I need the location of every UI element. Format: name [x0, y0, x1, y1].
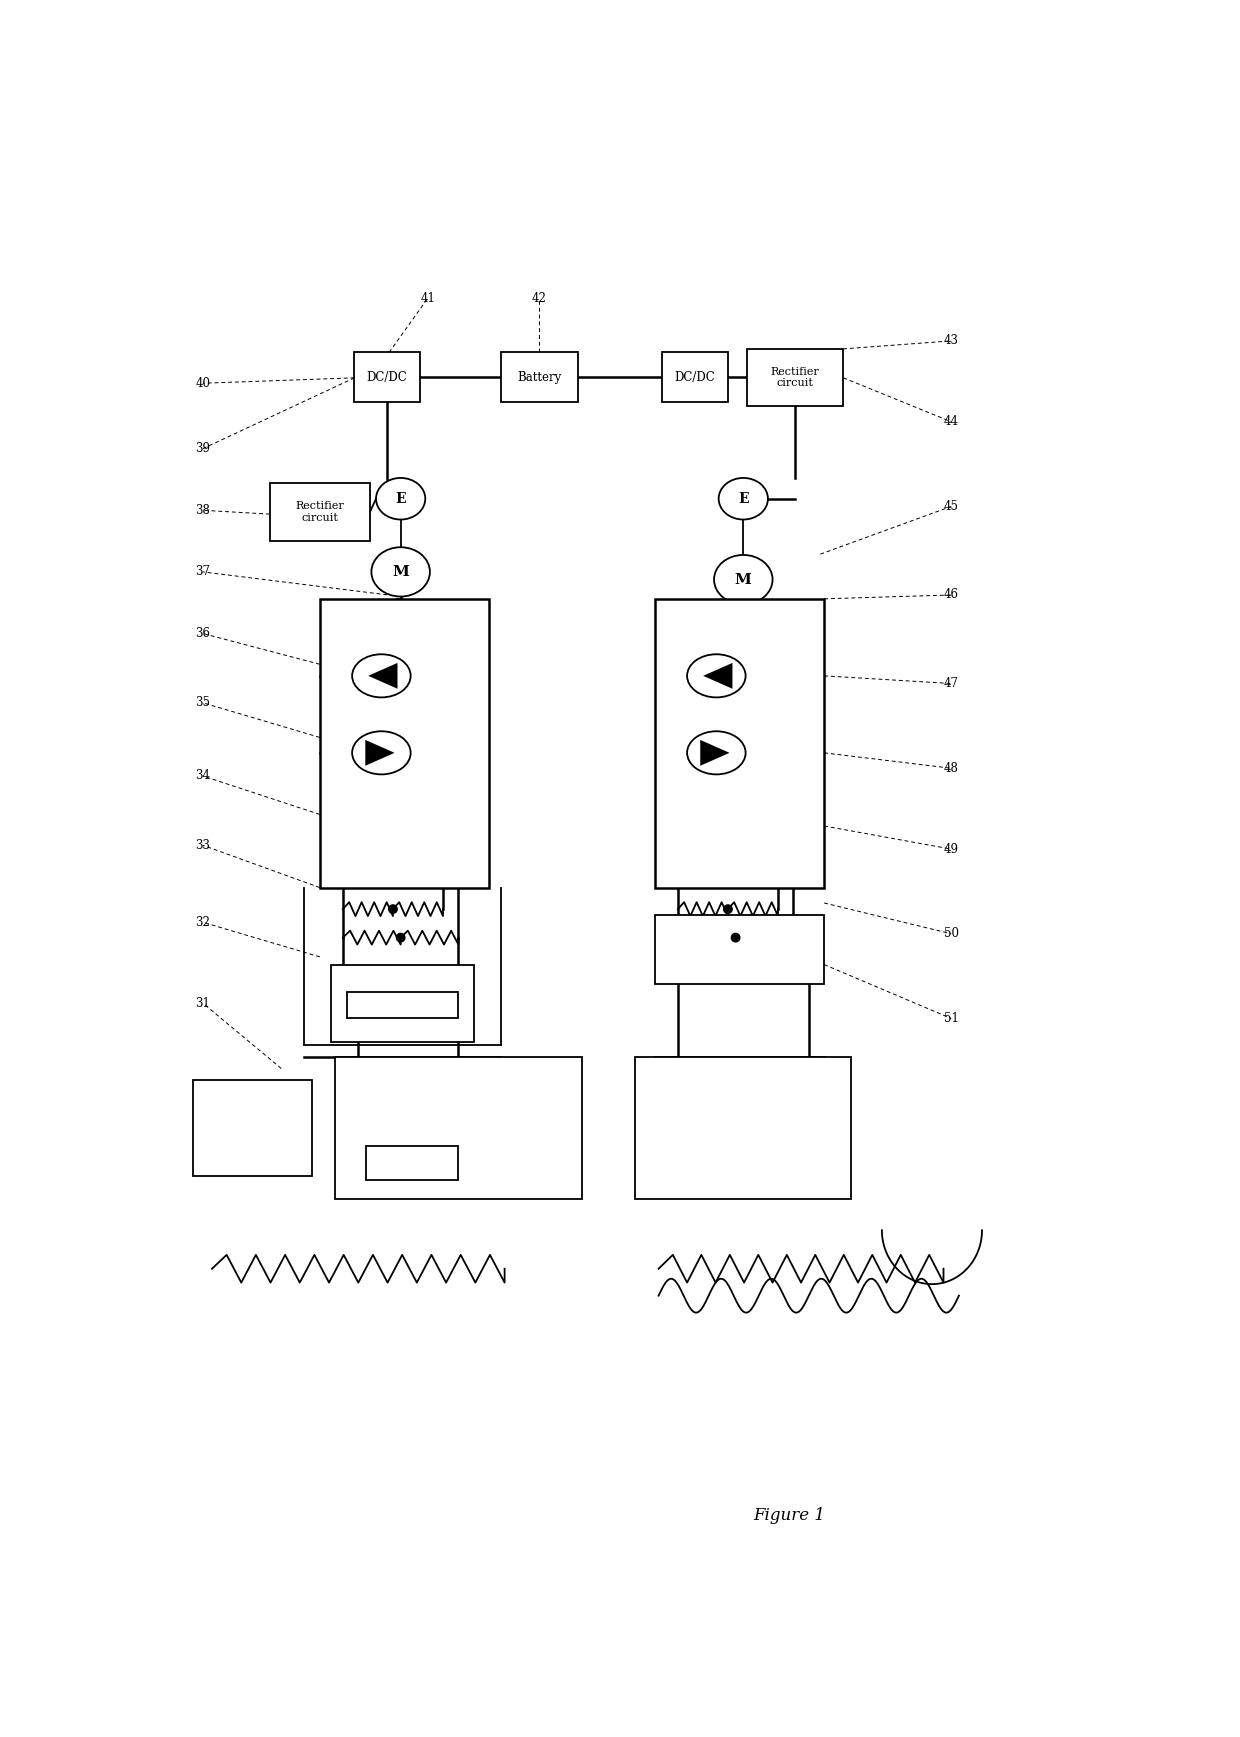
Text: DC/DC: DC/DC: [675, 372, 715, 384]
Ellipse shape: [723, 950, 756, 974]
Text: 39: 39: [195, 443, 211, 455]
Text: Rectifier
circuit: Rectifier circuit: [771, 367, 820, 389]
Ellipse shape: [352, 655, 410, 697]
Text: 49: 49: [944, 842, 959, 856]
Text: 36: 36: [195, 627, 211, 639]
Text: 51: 51: [944, 1013, 959, 1025]
FancyBboxPatch shape: [331, 964, 474, 1042]
Text: E: E: [396, 492, 405, 505]
Text: 46: 46: [944, 589, 959, 601]
Text: Figure 1: Figure 1: [754, 1508, 826, 1525]
Text: Battery: Battery: [517, 372, 562, 384]
FancyBboxPatch shape: [335, 1058, 582, 1200]
Text: 32: 32: [196, 915, 211, 929]
Text: Rectifier
circuit: Rectifier circuit: [295, 502, 345, 523]
Text: E: E: [738, 492, 749, 505]
Text: 37: 37: [195, 565, 211, 578]
Text: 33: 33: [195, 839, 211, 851]
Text: 42: 42: [532, 292, 547, 306]
FancyBboxPatch shape: [655, 914, 825, 983]
FancyBboxPatch shape: [501, 353, 578, 403]
Text: 47: 47: [944, 677, 959, 690]
FancyBboxPatch shape: [355, 353, 420, 403]
Text: DC/DC: DC/DC: [367, 372, 408, 384]
Circle shape: [732, 933, 740, 941]
Ellipse shape: [376, 478, 425, 519]
Polygon shape: [368, 664, 398, 690]
Ellipse shape: [719, 478, 768, 519]
Text: 34: 34: [195, 769, 211, 782]
Text: 41: 41: [420, 292, 435, 306]
FancyBboxPatch shape: [366, 1145, 459, 1179]
Text: M: M: [392, 565, 409, 578]
FancyBboxPatch shape: [270, 483, 370, 542]
Polygon shape: [366, 740, 394, 766]
Text: 43: 43: [944, 335, 959, 347]
Text: 38: 38: [196, 504, 211, 518]
Text: 44: 44: [944, 415, 959, 429]
Text: 48: 48: [944, 763, 959, 775]
Circle shape: [388, 905, 397, 914]
Circle shape: [724, 905, 732, 914]
Polygon shape: [701, 740, 729, 766]
FancyBboxPatch shape: [320, 599, 490, 888]
FancyBboxPatch shape: [192, 1080, 312, 1176]
Text: 40: 40: [195, 377, 211, 389]
FancyBboxPatch shape: [748, 349, 843, 406]
Text: 45: 45: [944, 500, 959, 512]
FancyBboxPatch shape: [662, 353, 728, 403]
Ellipse shape: [687, 731, 745, 775]
Text: 31: 31: [196, 997, 211, 1009]
Text: 35: 35: [195, 697, 211, 709]
Ellipse shape: [714, 554, 773, 604]
Ellipse shape: [372, 547, 430, 596]
Circle shape: [397, 933, 405, 941]
FancyBboxPatch shape: [347, 992, 459, 1018]
Text: M: M: [735, 573, 751, 587]
FancyBboxPatch shape: [635, 1058, 851, 1200]
Text: 50: 50: [944, 928, 959, 940]
Ellipse shape: [687, 655, 745, 697]
FancyBboxPatch shape: [655, 599, 825, 888]
Ellipse shape: [352, 731, 410, 775]
Polygon shape: [703, 664, 733, 690]
